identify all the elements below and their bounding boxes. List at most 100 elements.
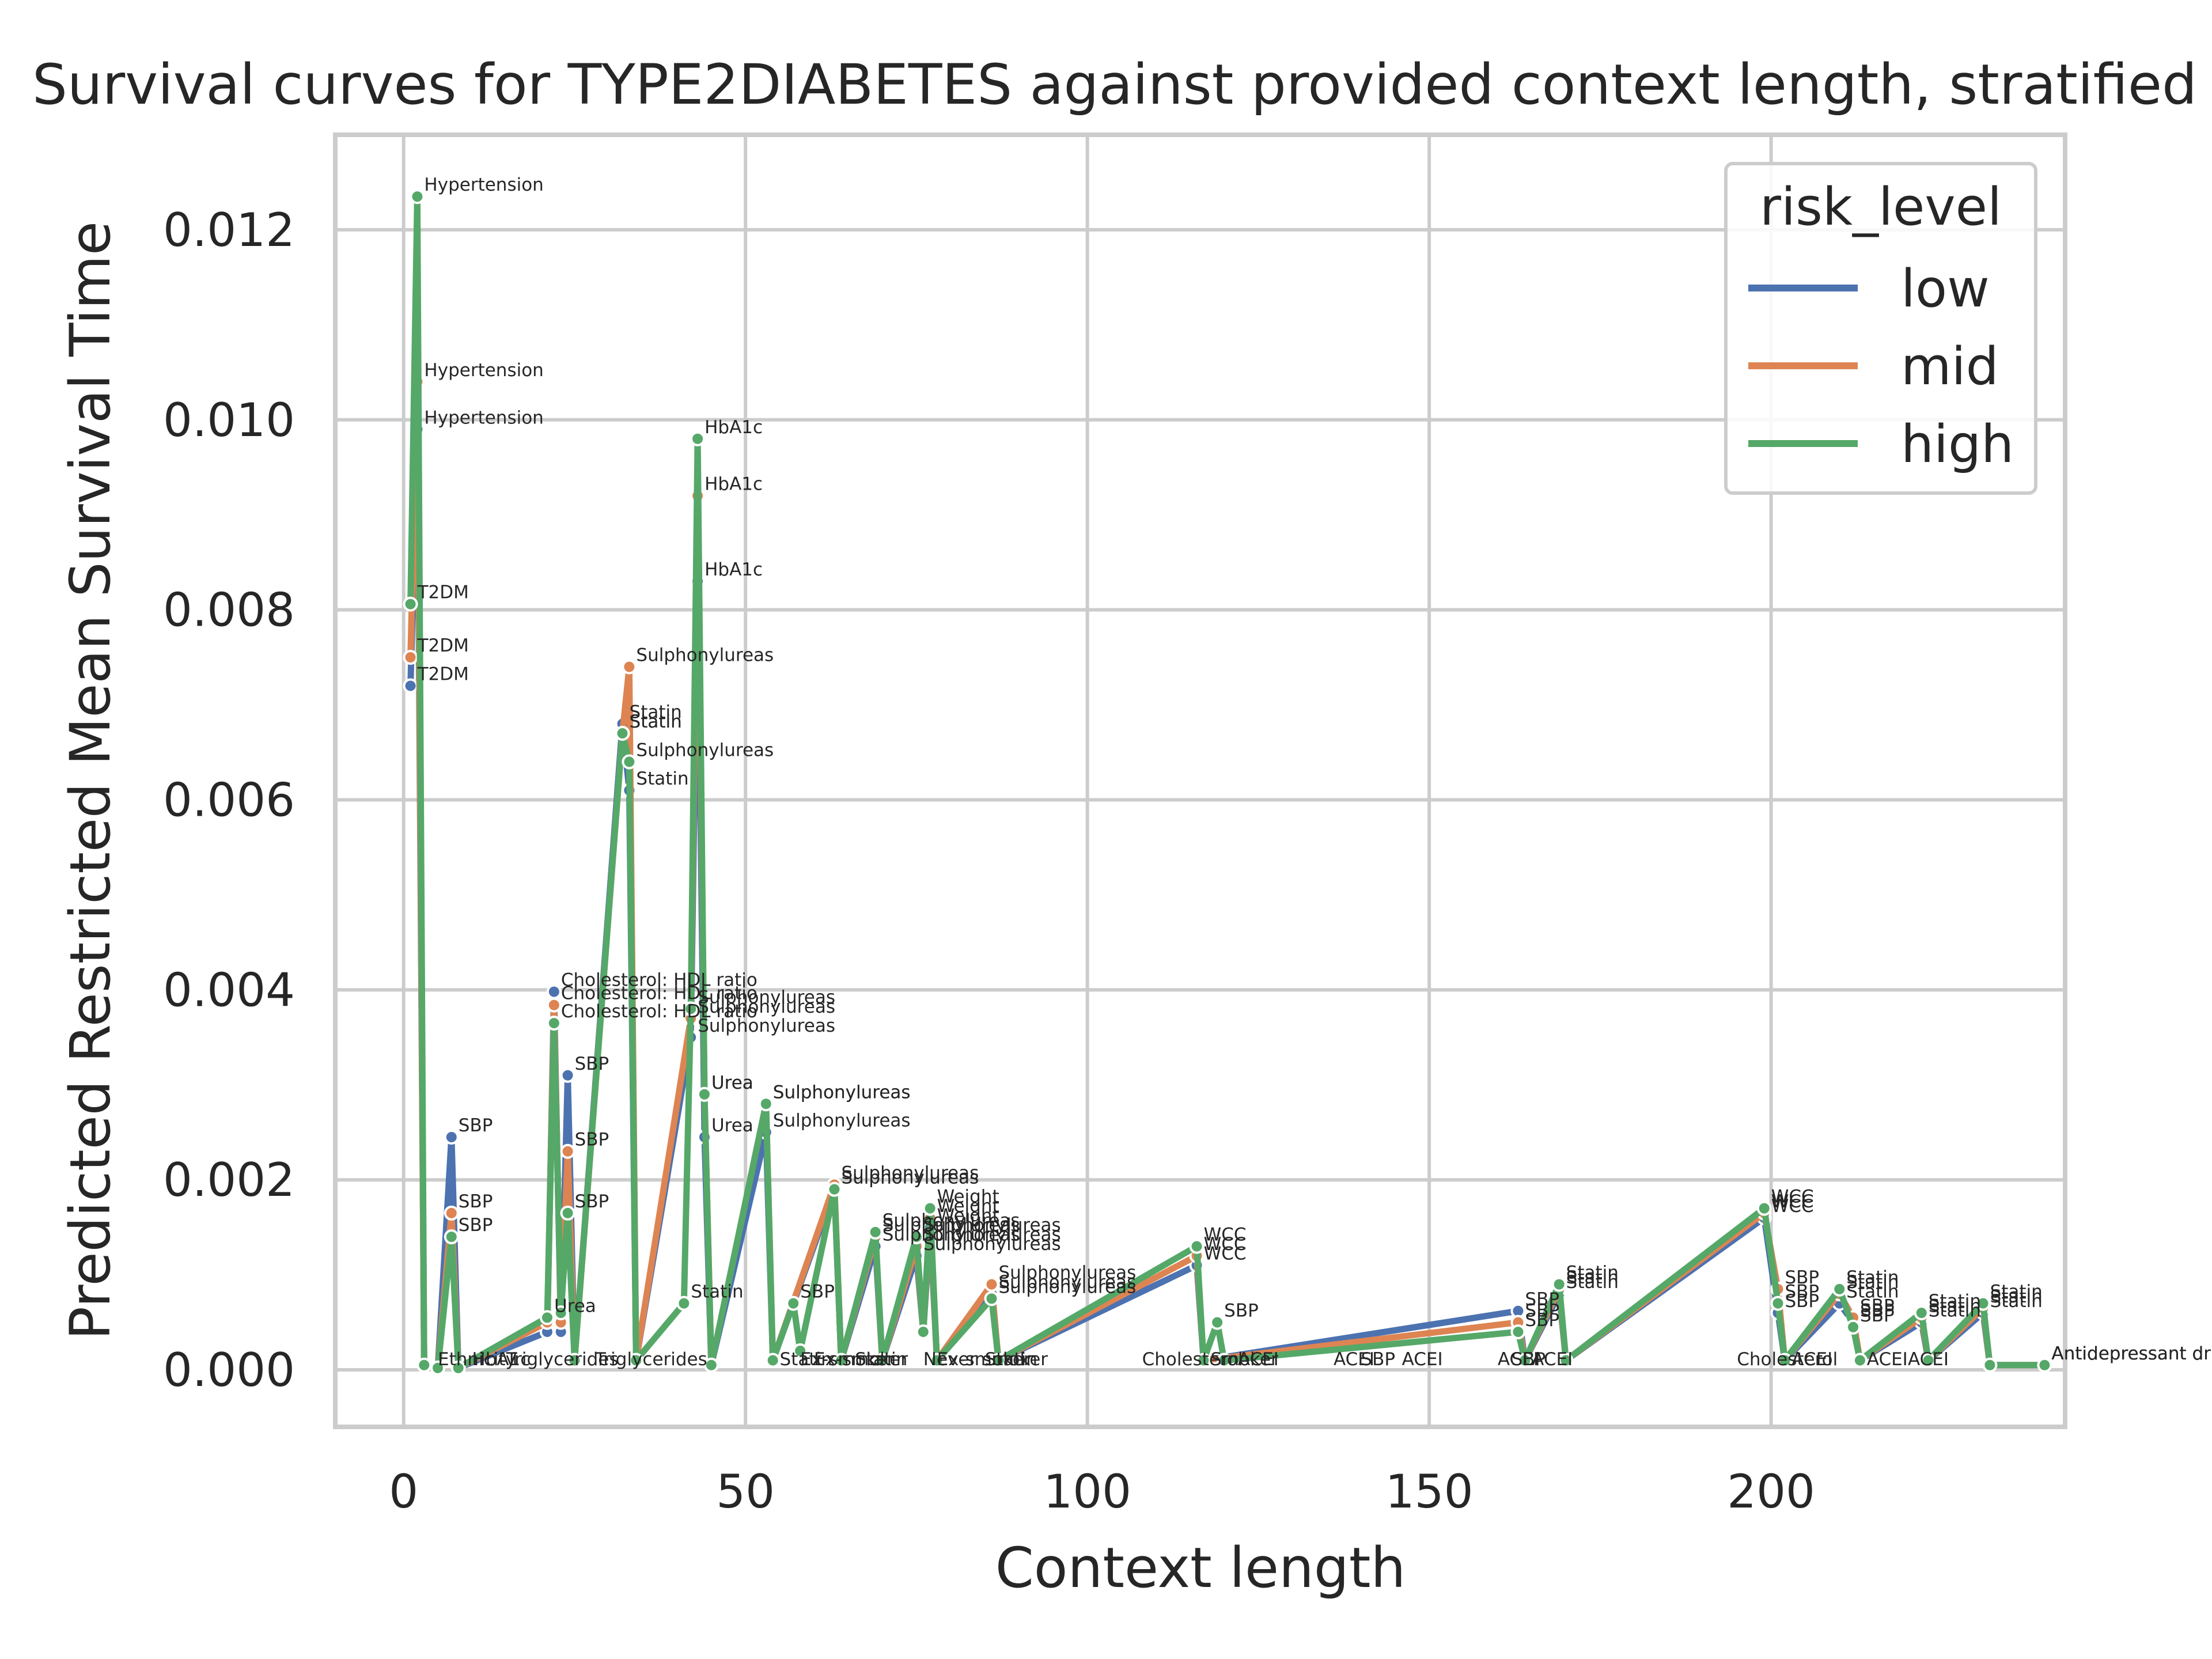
data-point-high (1551, 1277, 1567, 1292)
data-point-high (922, 1200, 938, 1216)
data-point-high (567, 1353, 582, 1368)
legend-box (1724, 162, 2037, 495)
baseline-label: Cholesterol (1142, 1349, 1243, 1370)
data-point-low (560, 1067, 575, 1083)
point-label: Sulphonylureas (841, 1168, 979, 1188)
data-point-high (1846, 1319, 1861, 1335)
data-point-high (1756, 1200, 1772, 1216)
data-point-high (868, 1224, 883, 1240)
data-point-high (553, 1305, 569, 1321)
baseline-label: ACEI (1334, 1349, 1374, 1370)
point-label: Urea (711, 1115, 753, 1136)
y-tick-label: 0.010 (163, 393, 295, 447)
point-label: Statin (630, 711, 682, 732)
point-labels: T2DM Hypertension SBP Cholesterol: HDL rati… (417, 175, 2212, 1370)
baseline-label: Ethnicity (438, 1349, 516, 1370)
point-label: Statin (1846, 1282, 1899, 1302)
point-label: SBP (575, 1130, 609, 1150)
point-label: SBP (1860, 1301, 1895, 1321)
data-point-low (546, 984, 562, 999)
data-point-high (539, 1310, 555, 1325)
data-point-high (1975, 1296, 1991, 1311)
data-point-high (1189, 1238, 1205, 1254)
point-label: T2DM (417, 664, 469, 685)
baseline-label: ACEI (1238, 1349, 1279, 1370)
data-point-high (683, 1001, 699, 1017)
data-point-high (628, 1353, 644, 1368)
plot-frame (333, 132, 2067, 1429)
point-label: Weight (937, 1206, 999, 1226)
baseline-label: Never smoker (923, 1349, 1048, 1370)
legend-items: low mid high (1748, 259, 2014, 475)
y-tick-label: 0.008 (163, 584, 295, 637)
data-point-high (827, 1181, 842, 1197)
point-label: SBP (1525, 1289, 1559, 1310)
point-label: Statin (691, 1282, 743, 1302)
data-point-mid (560, 1143, 575, 1159)
point-label: SBP (1860, 1296, 1895, 1316)
data-point-high (444, 1229, 459, 1245)
y-tick-label: 0.006 (163, 773, 295, 827)
point-label: HbA1c (704, 474, 763, 495)
data-point-high (622, 754, 637, 770)
point-label: Statin (1846, 1267, 1899, 1288)
data-point-high (1777, 1353, 1793, 1368)
point-label: Antidepressant drug (2051, 1343, 2212, 1364)
point-label: Sulphonylureas (841, 1162, 979, 1183)
series-layer (403, 189, 2052, 1376)
baseline-label: Statin (985, 1349, 1037, 1370)
point-label: SBP (459, 1115, 493, 1136)
data-point-high (1217, 1353, 1232, 1368)
data-point-mid (546, 997, 562, 1013)
point-label: Cholesterol: HDL ratio (561, 983, 757, 1004)
point-label: HbA1c (704, 417, 763, 438)
point-label: Statin (1929, 1291, 1981, 1312)
point-label: Antidepressant drug (2051, 1343, 2212, 1364)
baseline-label: HbA1c (472, 1349, 530, 1370)
baseline-label: Ex-smoker (800, 1349, 894, 1370)
data-point-high (908, 1229, 924, 1245)
data-point-high (1982, 1357, 1998, 1373)
data-point-high (1558, 1353, 1574, 1368)
point-label: SBP (1224, 1301, 1259, 1321)
data-point-high (991, 1353, 1006, 1368)
data-point-high (676, 1296, 692, 1311)
point-label: WCC (1771, 1191, 1814, 1212)
legend-label-low: low (1901, 259, 1990, 319)
point-label: Statin (1929, 1296, 1981, 1316)
data-point-high (1832, 1281, 1847, 1297)
data-point-high (758, 1096, 774, 1112)
y-tick-label: 0.002 (163, 1153, 295, 1207)
legend: risk_level low mid high (1724, 162, 2037, 495)
x-tick-label: 150 (1385, 1465, 1474, 1518)
data-point-high (430, 1360, 446, 1376)
point-label: Statin (1990, 1286, 2043, 1307)
point-label: Statin (1566, 1267, 1619, 1288)
point-label: Sulphonylureas (882, 1225, 1020, 1245)
baseline-label: ACEI (1908, 1349, 1949, 1370)
data-point-high (929, 1353, 945, 1368)
data-point-high (690, 431, 706, 446)
baseline-label: Cholesterol (1737, 1349, 1838, 1370)
data-point-high (793, 1343, 808, 1359)
point-label: Urea (711, 1073, 753, 1093)
point-label: Statin (1990, 1291, 2043, 1312)
data-point-high (1852, 1353, 1868, 1368)
baseline-label: Triglycerides (594, 1349, 707, 1370)
point-label: Sulphonylureas (882, 1215, 1020, 1236)
point-label: HbA1c (704, 559, 763, 580)
point-label: SBP (1525, 1310, 1559, 1331)
point-label: T2DM (417, 635, 469, 656)
point-label: Statin (630, 711, 682, 732)
data-point-high (560, 1205, 575, 1221)
baseline-label: SBP (1361, 1349, 1395, 1370)
point-label: Statin (1990, 1282, 2043, 1302)
point-label: Statin (1846, 1272, 1899, 1293)
point-label: SBP (1525, 1301, 1559, 1321)
y-tick-label: 0.000 (163, 1343, 295, 1397)
point-label: WCC (1771, 1187, 1814, 1207)
baseline-label: ACEI (1498, 1349, 1539, 1370)
data-point-high (984, 1291, 999, 1306)
baseline-label: Ex-smoker (814, 1349, 908, 1370)
baseline-label: ACEI (1402, 1349, 1443, 1370)
